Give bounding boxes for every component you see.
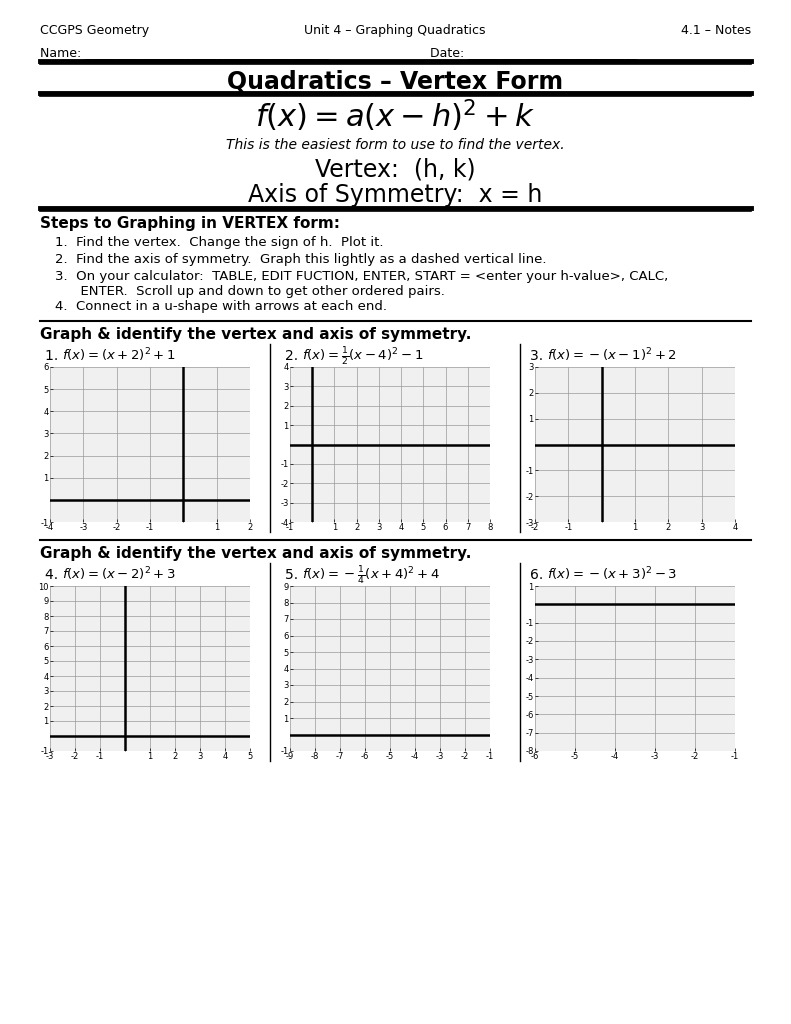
Text: $f\left(x\right)=a\left(x-h\right)^{2}+k$: $f\left(x\right)=a\left(x-h\right)^{2}+k… <box>255 98 535 134</box>
Text: 6.: 6. <box>530 568 552 582</box>
Text: CCGPS Geometry: CCGPS Geometry <box>40 24 149 37</box>
Text: Graph & identify the vertex and axis of symmetry.: Graph & identify the vertex and axis of … <box>40 327 471 342</box>
Text: 4.  Connect in a u-shape with arrows at each end.: 4. Connect in a u-shape with arrows at e… <box>55 300 387 313</box>
Text: 2.  Find the axis of symmetry.  Graph this lightly as a dashed vertical line.: 2. Find the axis of symmetry. Graph this… <box>55 253 547 266</box>
Text: Date: ___________________________: Date: ___________________________ <box>430 46 637 59</box>
Text: 5.: 5. <box>285 568 307 582</box>
Text: 3.: 3. <box>530 349 552 362</box>
Text: 3.  On your calculator:  TABLE, EDIT FUCTION, ENTER, START = <enter your h-value: 3. On your calculator: TABLE, EDIT FUCTI… <box>55 270 668 298</box>
Text: $f(x)=\frac{1}{2}(x-4)^{2}-1$: $f(x)=\frac{1}{2}(x-4)^{2}-1$ <box>302 346 423 368</box>
Text: 4.1 – Notes: 4.1 – Notes <box>681 24 751 37</box>
Text: $f(x)=-\frac{1}{4}(x+4)^{2}+4$: $f(x)=-\frac{1}{4}(x+4)^{2}+4$ <box>302 565 440 587</box>
Text: $f(x)=(x+2)^{2}+1$: $f(x)=(x+2)^{2}+1$ <box>62 346 176 364</box>
Text: 1.  Find the vertex.  Change the sign of h.  Plot it.: 1. Find the vertex. Change the sign of h… <box>55 236 384 249</box>
Text: $f(x)=-(x+3)^{2}-3$: $f(x)=-(x+3)^{2}-3$ <box>547 565 677 583</box>
Text: 1.: 1. <box>45 349 67 362</box>
Text: Steps to Graphing in VERTEX form:: Steps to Graphing in VERTEX form: <box>40 216 340 231</box>
Text: Name: _______________________________________: Name: __________________________________… <box>40 46 329 59</box>
Text: Axis of Symmetry:  x = h: Axis of Symmetry: x = h <box>248 183 542 207</box>
Text: Vertex:  (h, k): Vertex: (h, k) <box>315 158 475 182</box>
Text: 4.: 4. <box>45 568 67 582</box>
Text: 2.: 2. <box>285 349 307 362</box>
Text: Quadratics – Vertex Form: Quadratics – Vertex Form <box>227 69 563 93</box>
Text: Graph & identify the vertex and axis of symmetry.: Graph & identify the vertex and axis of … <box>40 546 471 561</box>
Text: This is the easiest form to use to find the vertex.: This is the easiest form to use to find … <box>225 138 564 152</box>
Text: $f(x)=-(x-1)^{2}+2$: $f(x)=-(x-1)^{2}+2$ <box>547 346 677 364</box>
Text: Unit 4 – Graphing Quadratics: Unit 4 – Graphing Quadratics <box>305 24 486 37</box>
Text: $f(x)=(x-2)^{2}+3$: $f(x)=(x-2)^{2}+3$ <box>62 565 176 583</box>
